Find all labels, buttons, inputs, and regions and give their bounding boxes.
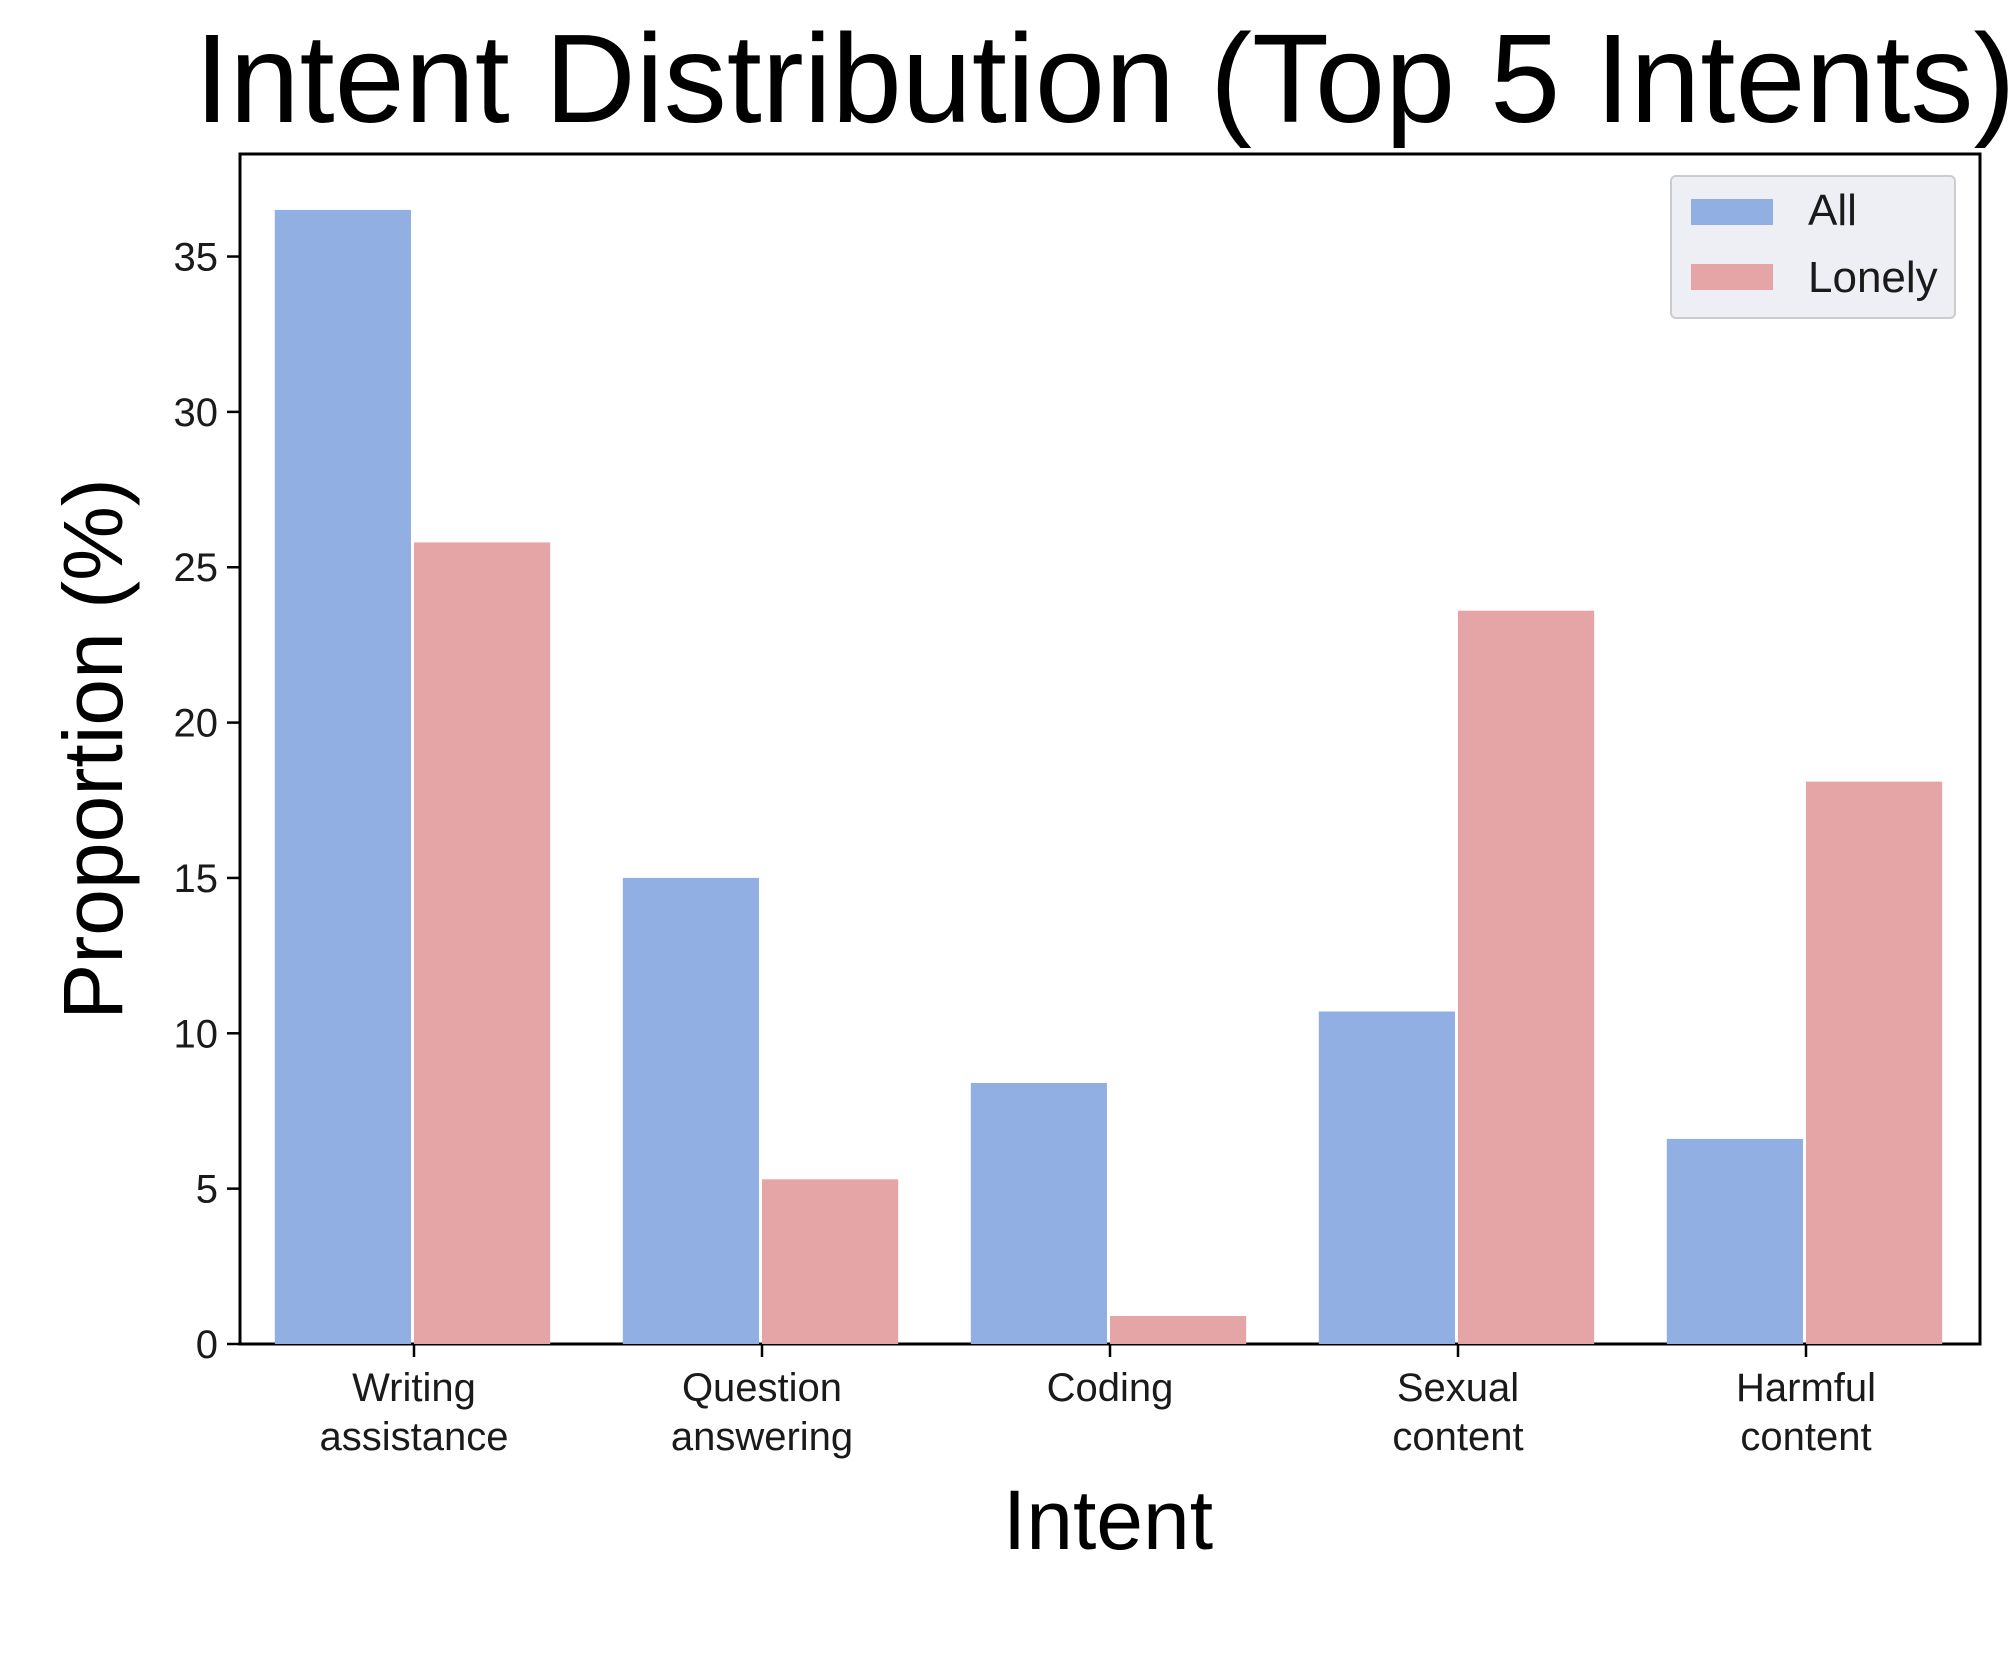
bar-lonely-writing-assistance <box>414 542 551 1344</box>
plot-area: 0 5 10 15 20 25 30 35 Writing assistance Question… <box>174 152 1982 1459</box>
y-tick-label: 20 <box>174 702 219 746</box>
bar-lonely-sexual-content <box>1458 610 1595 1344</box>
x-tick-label: content <box>1392 1415 1523 1459</box>
x-tick-label: Question <box>682 1366 842 1410</box>
y-tick-label: 10 <box>174 1012 219 1056</box>
chart-title: Intent Distribution (Top 5 Intents) <box>195 8 2016 149</box>
x-tick-label: content <box>1740 1415 1871 1459</box>
y-tick-label: 15 <box>174 857 219 901</box>
x-axis-title: Intent <box>1003 1473 1213 1567</box>
y-tick-label: 35 <box>174 236 219 280</box>
bar-lonely-harmful-content <box>1806 781 1943 1344</box>
x-tick-label: answering <box>671 1415 853 1459</box>
x-tick-label: assistance <box>320 1415 509 1459</box>
bar-all-harmful-content <box>1666 1138 1803 1344</box>
bar-all-coding <box>970 1083 1107 1344</box>
y-tick-label: 25 <box>174 546 219 590</box>
legend-label-all: All <box>1808 186 1857 235</box>
x-tick-label: Harmful <box>1736 1366 1876 1410</box>
x-tick-label: Sexual <box>1397 1366 1519 1410</box>
x-tick-label: Coding <box>1047 1366 1174 1410</box>
legend-swatch-lonely <box>1691 264 1773 290</box>
bar-all-sexual-content <box>1318 1011 1455 1344</box>
y-tick-label: 0 <box>196 1323 218 1367</box>
bar-lonely-question-answering <box>762 1179 899 1344</box>
y-axis-title: Proportion (%) <box>46 478 140 1020</box>
y-tick-label: 30 <box>174 391 219 435</box>
bar-all-writing-assistance <box>274 209 411 1344</box>
x-axis: Writing assistance Question answering Coding… <box>320 1344 1876 1459</box>
legend-swatch-all <box>1691 199 1773 225</box>
bar-lonely-coding <box>1110 1316 1247 1344</box>
legend-label-lonely: Lonely <box>1808 253 1938 302</box>
y-axis: 0 5 10 15 20 25 30 35 <box>174 236 240 1367</box>
y-tick-label: 5 <box>196 1168 218 1212</box>
bar-all-question-answering <box>622 877 759 1344</box>
bars-layer <box>274 209 1943 1344</box>
x-tick-label: Writing <box>352 1366 476 1410</box>
legend: All Lonely <box>1670 175 1956 319</box>
